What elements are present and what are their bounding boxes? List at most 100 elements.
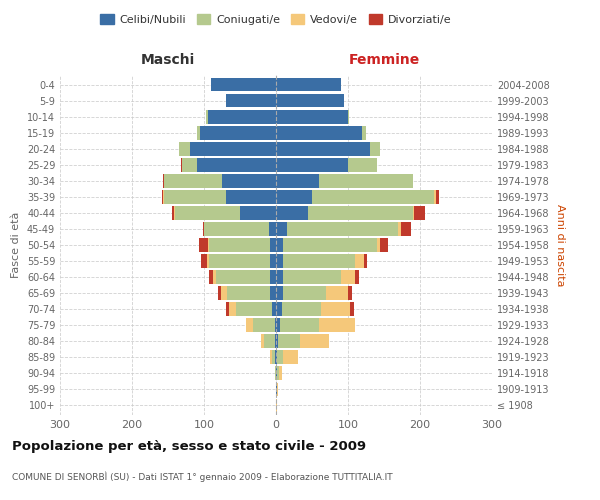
- Bar: [282, 302, 322, 316]
- Bar: [209, 238, 270, 252]
- Bar: [276, 158, 348, 172]
- Bar: [370, 142, 380, 156]
- Bar: [276, 302, 282, 316]
- Bar: [312, 190, 434, 203]
- Bar: [197, 158, 276, 172]
- Bar: [283, 238, 377, 252]
- Bar: [276, 206, 308, 220]
- Bar: [276, 110, 348, 124]
- Bar: [300, 334, 329, 348]
- Bar: [322, 302, 350, 316]
- Bar: [283, 270, 341, 284]
- Bar: [276, 350, 277, 364]
- Bar: [348, 110, 349, 124]
- Text: Maschi: Maschi: [141, 53, 195, 67]
- Bar: [355, 254, 364, 268]
- Bar: [261, 334, 265, 348]
- Bar: [265, 334, 275, 348]
- Y-axis label: Anni di nascita: Anni di nascita: [555, 204, 565, 286]
- Bar: [182, 158, 197, 172]
- Bar: [175, 206, 240, 220]
- Bar: [319, 174, 413, 188]
- Bar: [276, 334, 278, 348]
- Bar: [216, 270, 270, 284]
- Bar: [401, 222, 412, 236]
- Bar: [272, 350, 275, 364]
- Bar: [246, 318, 253, 332]
- Bar: [283, 286, 326, 300]
- Bar: [161, 190, 163, 203]
- Bar: [163, 174, 164, 188]
- Bar: [276, 238, 283, 252]
- Bar: [414, 206, 425, 220]
- Bar: [203, 222, 204, 236]
- Text: Popolazione per età, sesso e stato civile - 2009: Popolazione per età, sesso e stato civil…: [12, 440, 366, 453]
- Bar: [208, 110, 276, 124]
- Bar: [270, 238, 276, 252]
- Bar: [275, 334, 276, 348]
- Bar: [276, 254, 283, 268]
- Bar: [201, 254, 207, 268]
- Bar: [283, 254, 355, 268]
- Bar: [164, 190, 226, 203]
- Bar: [413, 206, 414, 220]
- Bar: [229, 302, 236, 316]
- Bar: [279, 366, 283, 380]
- Bar: [197, 126, 200, 140]
- Bar: [272, 302, 276, 316]
- Legend: Celibi/Nubili, Coniugati/e, Vedovi/e, Divorziati/e: Celibi/Nubili, Coniugati/e, Vedovi/e, Di…: [97, 10, 455, 28]
- Bar: [269, 222, 276, 236]
- Bar: [207, 254, 209, 268]
- Bar: [204, 222, 269, 236]
- Y-axis label: Fasce di età: Fasce di età: [11, 212, 21, 278]
- Bar: [270, 286, 276, 300]
- Bar: [276, 78, 341, 92]
- Bar: [276, 222, 287, 236]
- Bar: [276, 174, 319, 188]
- Bar: [240, 206, 276, 220]
- Bar: [209, 254, 270, 268]
- Bar: [362, 126, 366, 140]
- Bar: [226, 302, 229, 316]
- Bar: [276, 318, 280, 332]
- Bar: [364, 254, 367, 268]
- Bar: [270, 350, 272, 364]
- Bar: [276, 270, 283, 284]
- Bar: [236, 302, 272, 316]
- Bar: [276, 398, 277, 412]
- Bar: [190, 142, 276, 156]
- Bar: [350, 302, 354, 316]
- Bar: [163, 190, 164, 203]
- Bar: [209, 270, 212, 284]
- Bar: [308, 206, 413, 220]
- Bar: [319, 318, 355, 332]
- Bar: [174, 206, 175, 220]
- Bar: [221, 286, 227, 300]
- Bar: [276, 366, 277, 380]
- Bar: [276, 382, 277, 396]
- Bar: [341, 270, 355, 284]
- Bar: [172, 206, 174, 220]
- Bar: [208, 238, 209, 252]
- Bar: [276, 126, 362, 140]
- Bar: [276, 190, 312, 203]
- Bar: [377, 238, 380, 252]
- Bar: [270, 254, 276, 268]
- Bar: [275, 318, 276, 332]
- Bar: [275, 366, 276, 380]
- Bar: [276, 94, 344, 108]
- Bar: [326, 286, 348, 300]
- Bar: [181, 158, 182, 172]
- Bar: [277, 366, 279, 380]
- Bar: [275, 350, 276, 364]
- Bar: [277, 382, 278, 396]
- Bar: [226, 190, 276, 203]
- Bar: [253, 318, 275, 332]
- Bar: [164, 174, 222, 188]
- Bar: [227, 286, 270, 300]
- Bar: [276, 286, 283, 300]
- Bar: [206, 110, 208, 124]
- Bar: [218, 286, 221, 300]
- Bar: [283, 350, 298, 364]
- Bar: [222, 174, 276, 188]
